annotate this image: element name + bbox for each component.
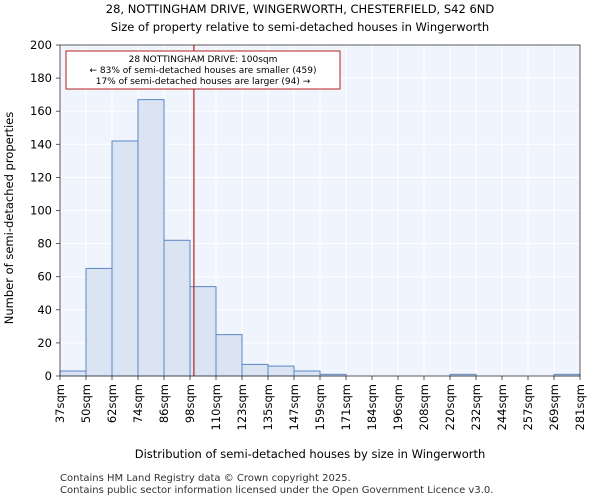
bars [59, 99, 581, 377]
x-tick-label-19: 269sqm [547, 384, 561, 430]
x-tick-label-12: 184sqm [365, 384, 379, 430]
x-tick-label-10: 159sqm [313, 384, 327, 430]
x-tick-label-18: 257sqm [521, 384, 535, 430]
y-tick-label-3: 60 [37, 270, 52, 284]
y-tick-label-10: 200 [30, 38, 52, 52]
x-tick-label-1: 50sqm [79, 384, 93, 423]
footer-line2: Contains public sector information licen… [60, 485, 494, 496]
y-tick-label-9: 180 [30, 71, 52, 85]
bar-4 [163, 239, 191, 377]
x-tick-label-15: 220sqm [443, 384, 457, 430]
x-tick-label-13: 196sqm [391, 384, 405, 430]
y-tick-label-7: 140 [30, 137, 52, 151]
x-tick-label-7: 123sqm [235, 384, 249, 430]
y-tick-label-8: 160 [30, 104, 52, 118]
x-tick-label-4: 86sqm [157, 384, 171, 423]
y-tick-label-4: 80 [37, 237, 52, 251]
x-axis-label: Distribution of semi-detached houses by … [135, 447, 486, 461]
x-tick-label-11: 171sqm [339, 384, 353, 430]
y-axis: 0 20 40 60 80 100 120 140 160 180 200 [30, 38, 60, 383]
footer-line1: Contains HM Land Registry data © Crown c… [60, 473, 351, 484]
y-tick-label-0: 0 [45, 369, 52, 383]
bar-0 [59, 370, 87, 377]
chart-title-line1: 28, NOTTINGHAM DRIVE, WINGERWORTH, CHEST… [106, 2, 495, 16]
x-tick-label-20: 281sqm [573, 384, 587, 430]
bar-6 [215, 334, 243, 377]
x-axis: 37sqm 50sqm 62sqm 74sqm 86sqm 98sqm 110sqm 123s… [53, 376, 587, 430]
x-tick-label-2: 62sqm [105, 384, 119, 423]
x-tick-label-17: 244sqm [495, 384, 509, 430]
bar-7 [241, 363, 269, 377]
x-tick-label-0: 37sqm [53, 384, 67, 423]
x-tick-label-3: 74sqm [131, 384, 145, 423]
annotation-line1: 28 NOTTINGHAM DRIVE: 100sqm [129, 55, 278, 65]
annotation-line2: ← 83% of semi-detached houses are smalle… [90, 66, 317, 76]
y-tick-label-1: 20 [37, 336, 52, 350]
y-tick-label-6: 120 [30, 170, 52, 184]
x-tick-label-8: 135sqm [261, 384, 275, 430]
x-tick-label-16: 232sqm [469, 384, 483, 430]
annotation-line3: 17% of semi-detached houses are larger (… [96, 77, 311, 87]
bar-1 [85, 267, 113, 377]
annotation-frame [65, 50, 341, 90]
bar-3 [137, 99, 165, 377]
y-tick-label-5: 100 [30, 204, 52, 218]
y-tick-label-2: 40 [37, 303, 52, 317]
chart-title-line2: Size of property relative to semi-detach… [111, 20, 489, 34]
bar-9 [293, 370, 321, 377]
x-tick-label-9: 147sqm [287, 384, 301, 430]
annotation-box: 28 NOTTINGHAM DRIVE: 100sqm ← 83% of sem… [65, 50, 341, 90]
x-tick-label-14: 208sqm [417, 384, 431, 430]
bar-2 [111, 140, 139, 377]
bar-8 [267, 365, 295, 377]
x-tick-label-5: 98sqm [183, 384, 197, 423]
x-tick-label-6: 110sqm [209, 384, 223, 430]
y-axis-label: Number of semi-detached properties [2, 112, 16, 324]
